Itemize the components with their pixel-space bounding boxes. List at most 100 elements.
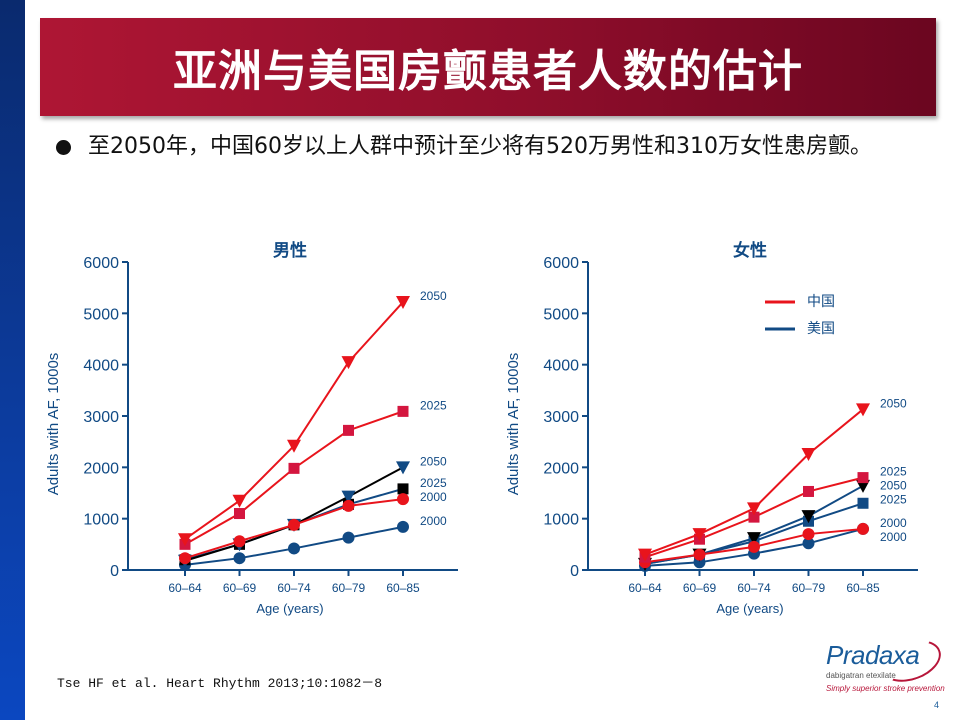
series-end-label: 2050: [880, 396, 907, 410]
x-tick-label: 60–74: [277, 581, 311, 595]
data-point-square: [857, 472, 869, 484]
chart-male-svg: 男性 0 1000 2000 3000 4000 5000 6000 60–64 60–69 60–…: [45, 240, 458, 616]
x-tick-label: 60–64: [168, 581, 202, 595]
series-end-label: 2000: [880, 516, 907, 530]
y-tick-label: 5000: [543, 306, 579, 323]
y-tick-label: 1000: [543, 512, 579, 529]
y-tick-label: 3000: [543, 409, 579, 426]
y-tick-label: 4000: [83, 358, 119, 375]
data-point-triangle: [396, 296, 410, 310]
series-end-label: 2050: [420, 289, 447, 303]
data-point-square: [748, 511, 760, 523]
y-tick-label: 5000: [83, 306, 119, 323]
x-tick-label: 60–69: [683, 581, 717, 595]
slide-title: 亚洲与美国房颤患者人数的估计: [173, 46, 803, 97]
data-point-circle: [802, 528, 815, 541]
data-point-circle: [748, 540, 760, 553]
x-tick-label: 60–79: [332, 581, 366, 595]
data-point-square: [343, 424, 354, 436]
data-point-triangle: [856, 403, 870, 417]
bullet-icon: [56, 140, 71, 155]
y-tick-label: 6000: [83, 255, 119, 272]
chart-male: 男性 0 1000 2000 3000 4000 5000 6000 60–64 60–69 60–…: [30, 230, 470, 624]
data-point-square: [288, 462, 300, 474]
legend-label-china: 中国: [807, 293, 835, 309]
series-end-label: 2050: [420, 454, 447, 468]
legend-label-usa: 美国: [807, 320, 835, 336]
x-axis-label: Age (years): [716, 601, 783, 616]
data-point-triangle: [178, 533, 192, 547]
series-end-label: 2025: [880, 465, 907, 479]
data-point-triangle: [801, 447, 816, 461]
page-number: 4: [934, 700, 940, 710]
data-point-triangle: [747, 502, 761, 516]
series-end-label: 2025: [880, 493, 907, 507]
series-china-2000: [639, 522, 869, 569]
data-point-triangle: [638, 548, 652, 562]
citation: Tse HF et al. Heart Rhythm 2013;10:1082－…: [57, 676, 383, 691]
x-tick-label: 60–74: [737, 581, 771, 595]
series-end-label: 2025: [420, 476, 447, 490]
data-point-square: [397, 483, 409, 495]
y-tick-label: 4000: [543, 358, 579, 375]
series-china-2050: [638, 403, 870, 562]
data-point-circle: [342, 499, 355, 512]
series-end-label: 2025: [420, 398, 447, 412]
data-point-circle: [288, 518, 300, 531]
data-point-circle: [693, 548, 706, 561]
title-banner: 亚洲与美国房颤患者人数的估计: [40, 18, 936, 116]
data-point-square: [803, 485, 814, 497]
x-tick-label: 60–85: [846, 581, 880, 595]
y-tick-label: 1000: [83, 512, 119, 529]
data-point-triangle: [747, 532, 761, 546]
y-tick-label: 0: [570, 563, 579, 580]
y-tick-label: 3000: [83, 409, 119, 426]
data-point-triangle: [692, 528, 707, 542]
y-axis-label: Adults with AF, 1000s: [45, 353, 62, 496]
data-point-square: [397, 405, 409, 417]
x-axis-label: Age (years): [256, 601, 323, 616]
data-point-circle: [857, 522, 869, 535]
y-tick-label: 2000: [83, 460, 119, 477]
logo-tagline: Simply superior stroke prevention: [826, 684, 945, 693]
chart-female-svg: 女性 0 1000 2000 3000 4000 5000 6000 60–64 60–69 60–…: [505, 240, 918, 616]
data-point-circle: [233, 552, 246, 565]
data-point-circle: [397, 493, 409, 506]
data-point-square: [234, 508, 245, 520]
data-point-triangle: [801, 510, 816, 524]
data-point-triangle: [287, 439, 301, 453]
y-tick-label: 0: [110, 563, 119, 580]
data-point-triangle: [232, 494, 247, 508]
data-point-triangle: [341, 356, 356, 370]
series-end-label: 2050: [880, 479, 907, 493]
y-tick-label: 6000: [543, 255, 579, 272]
data-point-circle: [179, 552, 191, 565]
x-tick-label: 60–69: [223, 581, 257, 595]
chart-title: 女性: [733, 240, 767, 260]
series-end-label: 2000: [420, 490, 447, 504]
chart-title: 男性: [273, 240, 307, 260]
series-end-label: 2000: [880, 530, 907, 544]
x-tick-label: 60–64: [628, 581, 662, 595]
data-point-triangle: [396, 461, 410, 475]
chart-female: 女性 0 1000 2000 3000 4000 5000 6000 60–64 60–69 60–…: [490, 230, 930, 624]
data-point-circle: [233, 535, 246, 548]
y-tick-label: 2000: [543, 460, 579, 477]
series-china-2050: [178, 296, 410, 547]
bullet-text: 至2050年，中国60岁以上人群中预计至少将有520万男性和310万女性患房颤。: [88, 134, 872, 159]
y-axis-label: Adults with AF, 1000s: [505, 353, 522, 496]
x-tick-label: 60–85: [386, 581, 420, 595]
data-point-circle: [802, 537, 815, 550]
logo-subtitle: dabigatran etexilate: [826, 671, 896, 680]
x-tick-label: 60–79: [792, 581, 826, 595]
pradaxa-logo: Pradaxa dabigatran etexilate Simply supe…: [820, 632, 947, 700]
data-point-square: [857, 497, 869, 509]
data-point-circle: [342, 531, 355, 544]
data-point-circle: [288, 542, 300, 555]
data-point-circle: [397, 520, 409, 533]
data-point-triangle: [341, 490, 356, 504]
side-accent-bar: [0, 0, 25, 720]
series-china-2000: [179, 493, 409, 565]
series-end-label: 2000: [420, 514, 447, 528]
